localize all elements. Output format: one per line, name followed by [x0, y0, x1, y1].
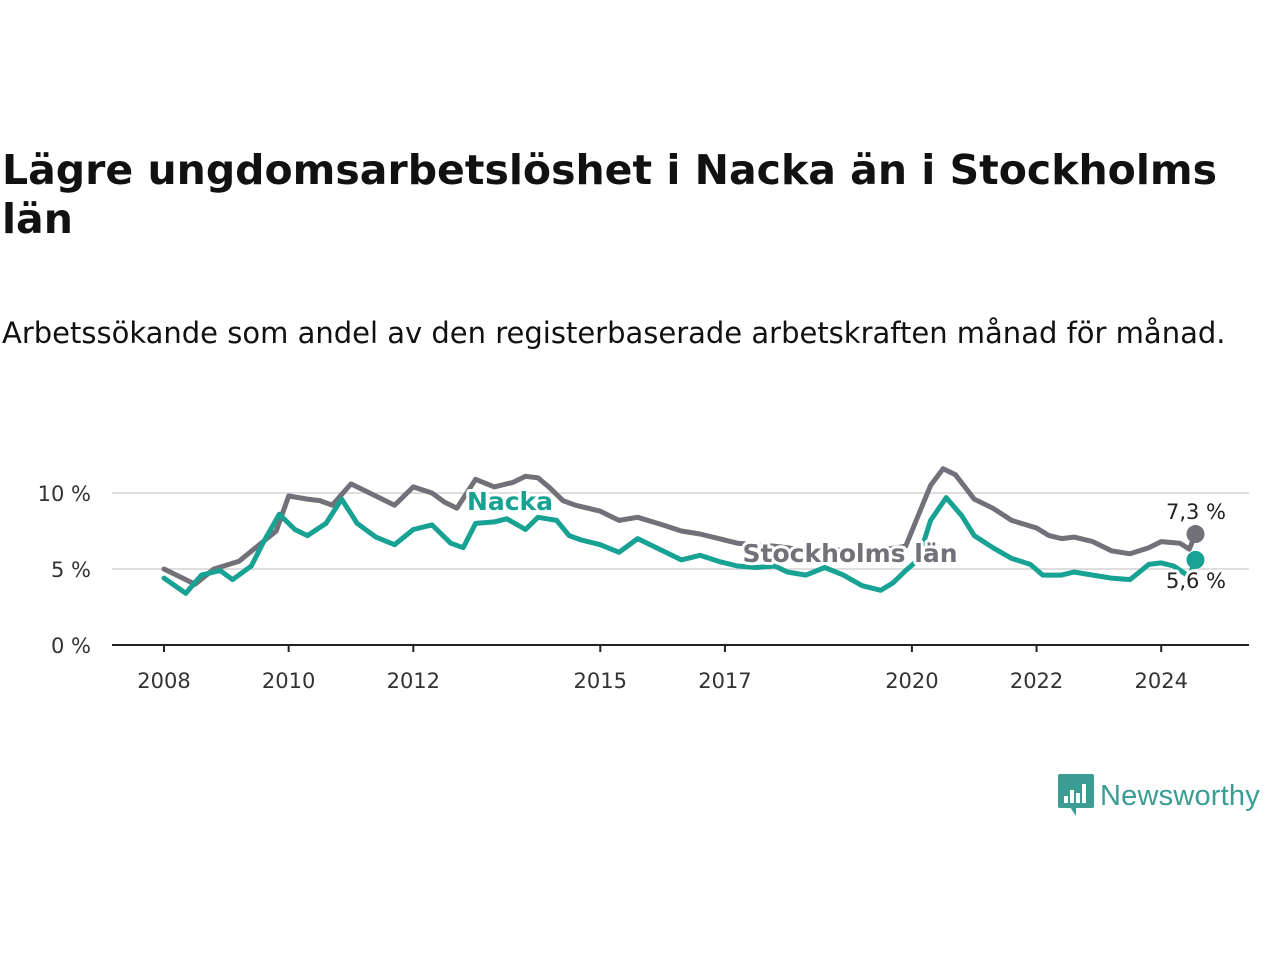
end-marker-nacka: [1186, 550, 1205, 569]
end-value-label-nacka: 5,6 %: [1166, 569, 1226, 593]
series-lines: [161, 466, 1205, 596]
end-marker-stockholms-l-n: [1186, 525, 1205, 544]
series-label-stockholms-lan: Stockholms län: [743, 539, 958, 568]
axes: 0 % 5 % 10 % 2008 2010 2012 2015 2017 2020 2022 20…: [38, 482, 1249, 693]
series-line-stockholms-l-n: [161, 466, 1198, 587]
x-tick-label-2024: 2024: [1134, 669, 1187, 693]
series-line-nacka: [161, 495, 1198, 596]
y-tick-label-5: 5 %: [51, 558, 91, 582]
series-label-nacka: Nacka: [467, 487, 553, 516]
line-chart: 0 % 5 % 10 % 2008 2010 2012 2015 2017 2020 2022 20…: [38, 466, 1249, 693]
x-tick-label-2010: 2010: [262, 669, 315, 693]
x-tick-label-2022: 2022: [1010, 669, 1063, 693]
y-tick-label-0: 0 %: [51, 634, 91, 658]
series-labels: Nacka Stockholms län 7,3 % 5,6 %: [464, 484, 1229, 596]
chart-title: Lägre ungdomsarbetslöshet i Nacka än i S…: [2, 146, 1218, 244]
x-tick-label-2012: 2012: [387, 669, 440, 693]
x-tick-label-2020: 2020: [885, 669, 938, 693]
end-value-label-stockholms-lan: 7,3 %: [1166, 500, 1226, 524]
x-tick-label-2015: 2015: [574, 669, 627, 693]
gridlines: [112, 492, 1249, 570]
x-tick-label-2008: 2008: [137, 669, 190, 693]
x-tick-label-2017: 2017: [698, 669, 751, 693]
brand-name: Newsworthy: [1100, 779, 1260, 812]
bar-chart-speech-bubble-icon: [1058, 774, 1094, 816]
chart-subtitle: Arbetssökande som andel av den registerb…: [2, 316, 1226, 350]
y-tick-label-10: 10 %: [38, 482, 91, 506]
newsworthy-logo: Newsworthy: [1058, 774, 1260, 818]
